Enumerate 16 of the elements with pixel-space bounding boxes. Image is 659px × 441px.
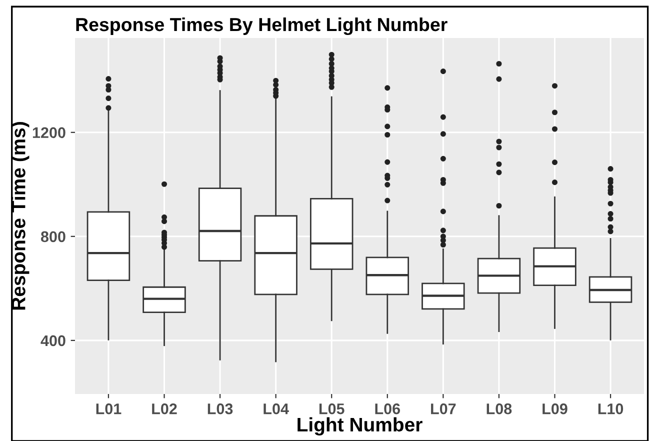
x-tick-label: L05 (319, 403, 344, 414)
x-tick-label: L06 (375, 403, 400, 414)
x-tick-label: L09 (542, 403, 568, 414)
x-tick-label: L04 (264, 403, 289, 414)
x-tick-label: L02 (152, 403, 177, 414)
y-tick-label: 400 (40, 335, 66, 346)
y-tick-label: 1200 (32, 127, 66, 138)
x-tick-label: L10 (598, 403, 624, 414)
x-tick-label: L03 (208, 403, 233, 414)
x-axis-title: Light Number (298, 417, 422, 436)
chart-title: Response Times By Helmet Light Number (76, 17, 448, 36)
x-tick-label: L08 (486, 403, 512, 414)
x-tick-label: L07 (431, 403, 456, 414)
y-axis-title: Response Time (ms) (11, 122, 30, 310)
x-tick-label: L01 (96, 403, 122, 414)
y-tick-label: 800 (40, 231, 66, 242)
